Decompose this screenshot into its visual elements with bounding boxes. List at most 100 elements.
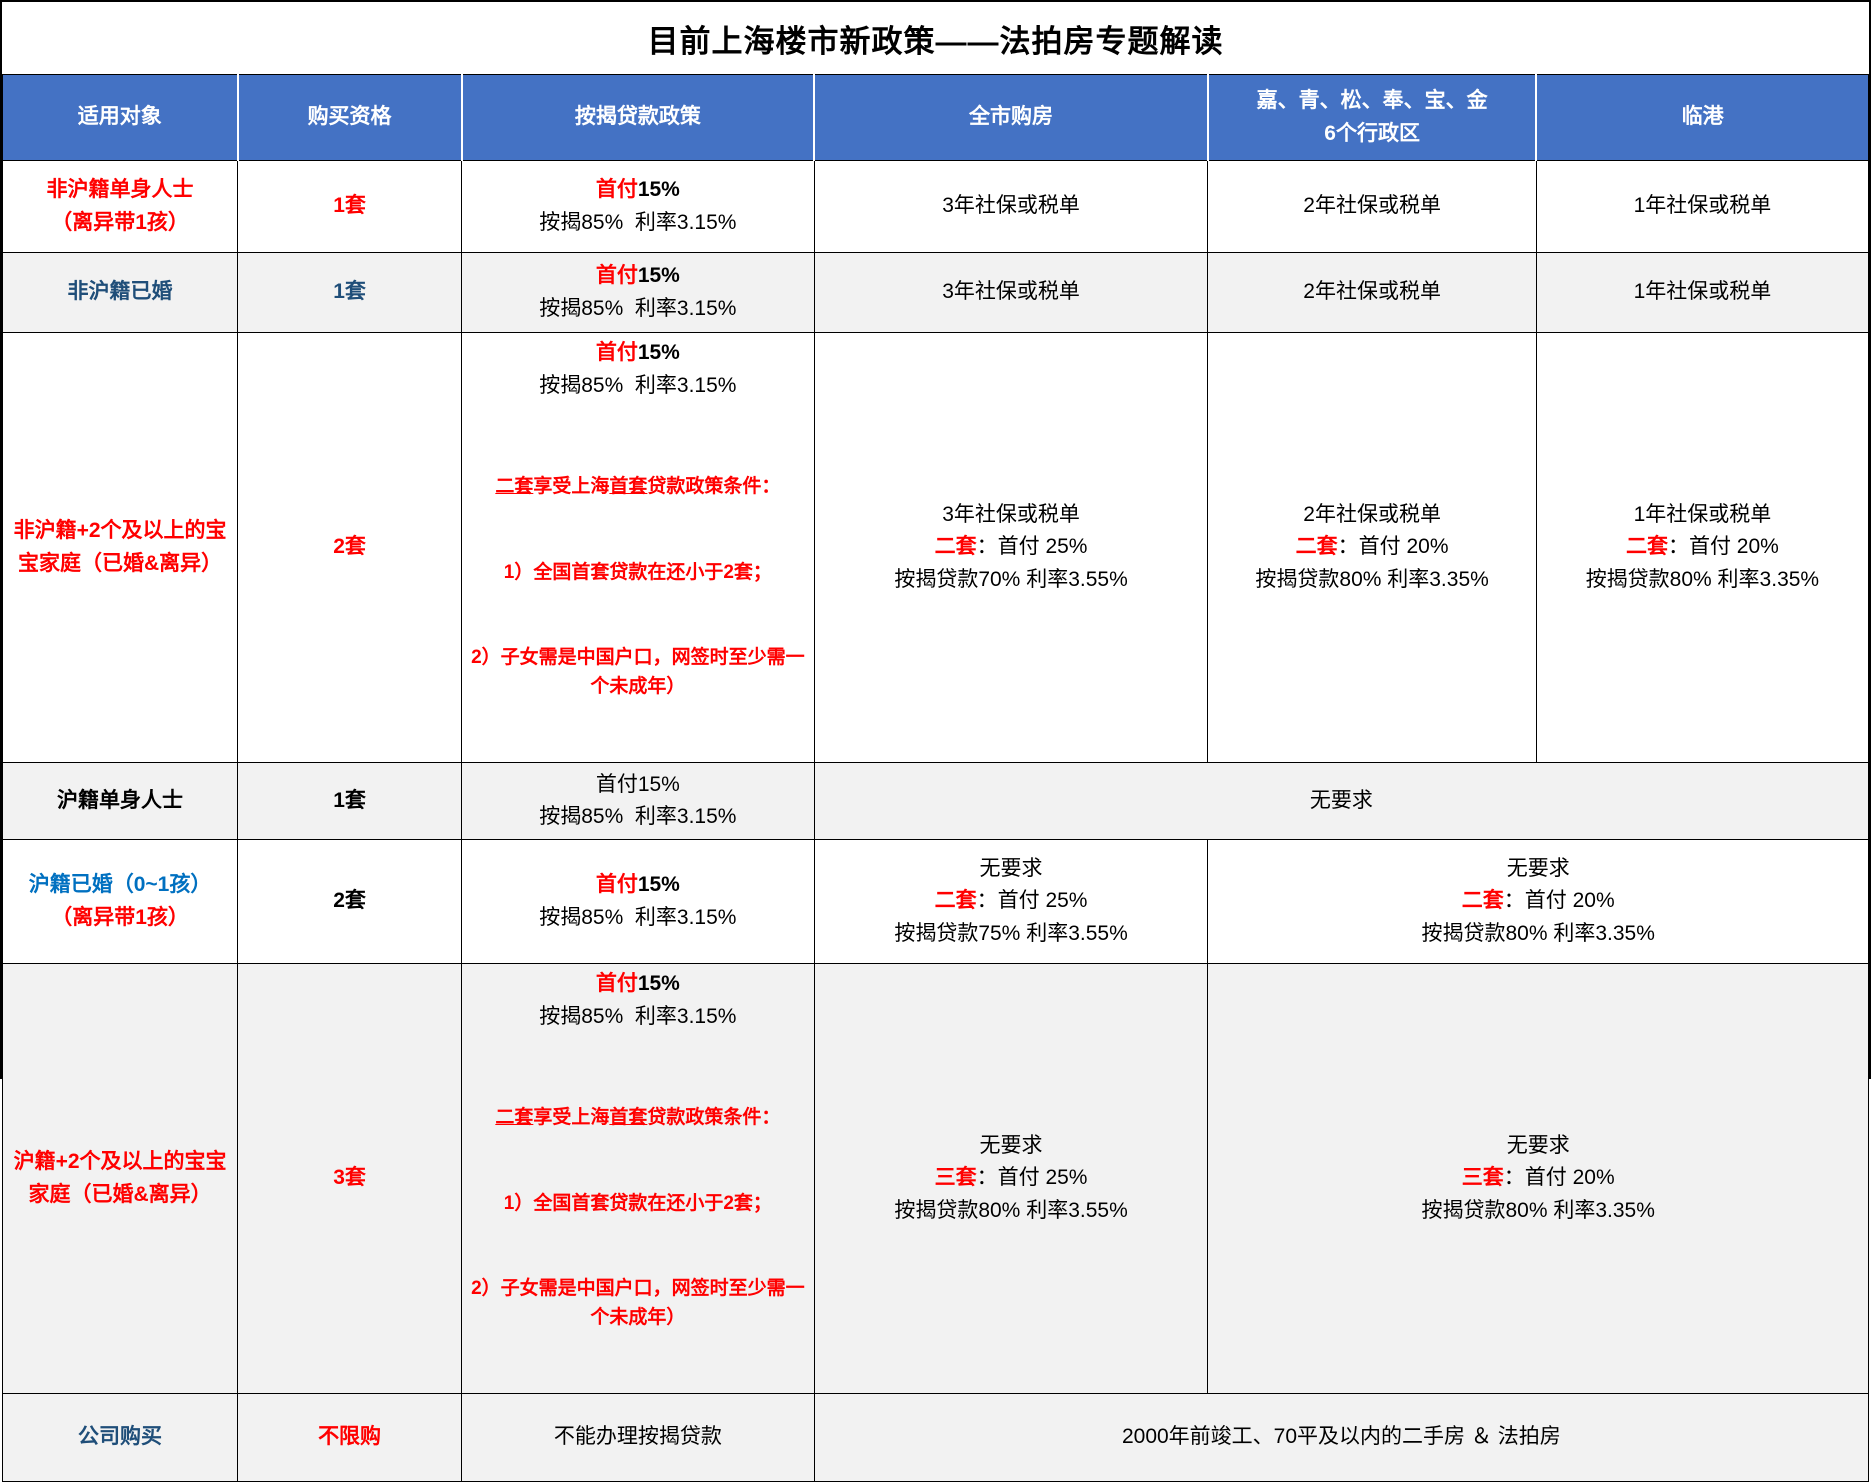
qualification-value: 1套	[333, 194, 366, 218]
third-home-line: 三套：首付 20%	[1461, 1166, 1615, 1190]
six-districts-requirement: 2年社保或税单	[1303, 194, 1441, 218]
target-sublabel: （离异带1孩）	[51, 905, 189, 929]
citywide-rate-line: 按揭贷款80% 利率3.55%	[894, 1198, 1128, 1222]
target-cell: 沪籍单身人士	[1, 762, 239, 841]
six-districts-second-home-line: 二套：首付 20%	[1295, 535, 1449, 559]
row-hukou-married: 沪籍已婚（0~1孩） （离异带1孩） 2套 首付15% 按揭85% 利率3.15…	[1, 839, 1869, 965]
mortgage-rate-line: 按揭85% 利率3.15%	[539, 296, 737, 320]
header-citywide: 全市购房	[813, 74, 1209, 161]
mortgage-rate-line: 按揭85% 利率3.15%	[539, 1004, 737, 1028]
qualification-value: 1套	[333, 280, 366, 304]
citywide-cell: 3年社保或税单	[813, 160, 1209, 253]
citywide-second-home-line: 二套：首付 25%	[934, 889, 1088, 913]
citywide-requirement: 无要求	[979, 856, 1043, 880]
citywide-requirement: 无要求	[979, 1133, 1043, 1157]
header-row: 适用对象 购买资格 按揭贷款政策 全市购房 嘉、青、松、奉、宝、金 6个行政区 …	[1, 74, 1870, 161]
header-six-districts-line2: 6个行政区	[1324, 121, 1420, 145]
mortgage-cell: 首付15% 按揭85% 利率3.15% 二套享受上海首套贷款政策条件： 1）全国…	[461, 963, 815, 1395]
row-hukou-single: 沪籍单身人士 1套 首付15% 按揭85% 利率3.15% 无要求	[1, 762, 1870, 841]
target-label: 沪籍已婚（0~1孩）	[28, 873, 212, 897]
header-lingang-label: 临港	[1681, 105, 1724, 129]
qualification-cell: 1套	[237, 762, 463, 841]
rate-line: 按揭贷款80% 利率3.35%	[1421, 1198, 1655, 1222]
qualification-cell: 3套	[237, 963, 463, 1395]
header-six-districts: 嘉、青、松、奉、宝、金 6个行政区	[1206, 74, 1537, 161]
row-company-purchase: 公司购买 不限购 不能办理按揭贷款 2000年前竣工、70平及以内的二手房 ＆ …	[1, 1393, 1870, 1482]
citywide-requirement: 3年社保或税单	[942, 194, 1080, 218]
row-hukou-families: 沪籍+2个及以上的宝宝家庭（已婚&离异） 3套 首付15% 按揭85% 利率3.…	[1, 963, 1869, 1395]
downpayment-line: 首付15%	[595, 873, 680, 897]
condition-2: 2）子女需是中国户口，网签时至少需一个未成年）	[471, 647, 805, 697]
target-cell: 非沪籍已婚	[1, 252, 239, 333]
target-cell: 沪籍+2个及以上的宝宝家庭（已婚&离异）	[1, 963, 239, 1395]
target-label: 非沪籍已婚	[67, 280, 173, 304]
condition-1: 1）全国首套贷款在还小于2套；	[503, 1192, 772, 1214]
downpayment-line: 首付15%	[595, 972, 680, 996]
header-target: 适用对象	[1, 74, 239, 161]
citywide-rate-line: 按揭贷款75% 利率3.55%	[894, 921, 1128, 945]
requirement-value: 无要求	[1506, 856, 1570, 880]
second-home-conditions: 二套享受上海首套贷款政策条件： 1）全国首套贷款在还小于2套； 2）子女需是中国…	[470, 416, 806, 758]
header-citywide-label: 全市购房	[969, 105, 1054, 129]
condition-heading: 二套享受上海首套贷款政策条件：	[495, 476, 781, 498]
target-label: 非沪籍+2个及以上的宝宝家庭（已婚&离异）	[13, 519, 227, 575]
condition-heading: 二套享受上海首套贷款政策条件：	[495, 1107, 781, 1129]
header-lingang: 临港	[1535, 74, 1870, 161]
mortgage-cell: 首付15% 按揭85% 利率3.15% 二套享受上海首套贷款政策条件： 1）全国…	[461, 331, 815, 764]
requirement-value: 2000年前竣工、70平及以内的二手房 ＆ 法拍房	[1121, 1425, 1561, 1449]
qualification-value: 2套	[333, 889, 366, 913]
row-non-hukou-single: 非沪籍单身人士 （离异带1孩） 1套 首付15% 按揭85% 利率3.15% 3…	[1, 160, 1870, 253]
mortgage-cell: 首付15% 按揭85% 利率3.15%	[461, 762, 815, 841]
merged-requirement-cell: 2000年前竣工、70平及以内的二手房 ＆ 法拍房	[813, 1393, 1870, 1482]
target-label: 公司购买	[78, 1425, 163, 1449]
header-target-label: 适用对象	[77, 105, 162, 129]
citywide-cell: 无要求 二套：首付 25% 按揭贷款75% 利率3.55%	[813, 839, 1209, 965]
mortgage-rate-line: 按揭85% 利率3.15%	[539, 373, 737, 397]
downpayment-line: 首付15%	[595, 341, 680, 364]
target-cell: 沪籍已婚（0~1孩） （离异带1孩）	[1, 839, 239, 965]
mortgage-rate-line: 按揭85% 利率3.15%	[539, 805, 737, 829]
lingang-second-home-line: 二套：首付 20%	[1625, 535, 1779, 559]
mortgage-rate-line: 按揭85% 利率3.15%	[539, 905, 737, 929]
qualification-value: 1套	[333, 788, 366, 812]
second-home-conditions: 二套享受上海首套贷款政策条件： 1）全国首套贷款在还小于2套； 2）子女需是中国…	[470, 1047, 806, 1389]
header-mortgage-policy: 按揭贷款政策	[460, 74, 815, 161]
qualification-value: 不限购	[318, 1425, 382, 1449]
row-non-hukou-married: 非沪籍已婚 1套 首付15% 按揭85% 利率3.15% 3年社保或税单 2年社…	[1, 252, 1870, 333]
citywide-cell: 3年社保或税单 二套：首付 25% 按揭贷款70% 利率3.55%	[813, 331, 1209, 764]
citywide-cell: 无要求 三套：首付 25% 按揭贷款80% 利率3.55%	[813, 963, 1209, 1395]
condition-2: 2）子女需是中国户口，网签时至少需一个未成年）	[471, 1278, 805, 1328]
header-qualification-label: 购买资格	[307, 105, 392, 129]
citywide-second-home-line: 二套：首付 25%	[934, 535, 1088, 559]
six-districts-cell: 2年社保或税单 二套：首付 20% 按揭贷款80% 利率3.35%	[1207, 331, 1537, 764]
qualification-cell: 不限购	[237, 1393, 463, 1482]
lingang-cell: 1年社保或税单	[1535, 252, 1870, 333]
six-districts-requirement: 2年社保或税单	[1303, 502, 1441, 526]
mortgage-cell: 首付15% 按揭85% 利率3.15%	[461, 252, 815, 333]
lingang-cell: 1年社保或税单	[1535, 160, 1870, 253]
merged-requirement-cell: 无要求	[813, 762, 1870, 841]
second-home-line: 二套：首付 20%	[1461, 889, 1615, 913]
policy-table: 适用对象 购买资格 按揭贷款政策 全市购房 嘉、青、松、奉、宝、金 6个行政区 …	[1, 74, 1870, 1482]
header-mortgage-label: 按揭贷款政策	[574, 105, 701, 129]
mortgage-cell: 首付15% 按揭85% 利率3.15%	[461, 839, 815, 965]
lingang-rate-line: 按揭贷款80% 利率3.35%	[1585, 567, 1820, 591]
target-cell: 非沪籍+2个及以上的宝宝家庭（已婚&离异）	[1, 331, 239, 764]
qualification-cell: 1套	[237, 252, 463, 333]
qualification-cell: 2套	[237, 331, 463, 764]
target-label: 沪籍单身人士	[57, 788, 184, 812]
target-label: 非沪籍单身人士	[46, 177, 194, 201]
mortgage-rate-line: 按揭85% 利率3.15%	[539, 210, 737, 234]
downpayment-line: 首付15%	[595, 177, 680, 201]
six-districts-requirement: 2年社保或税单	[1303, 280, 1441, 304]
lingang-cell: 1年社保或税单 二套：首付 20% 按揭贷款80% 利率3.35%	[1535, 331, 1870, 764]
target-label: 沪籍+2个及以上的宝宝家庭（已婚&离异）	[13, 1150, 227, 1206]
qualification-value: 3套	[333, 1166, 366, 1190]
rate-line: 按揭贷款80% 利率3.35%	[1421, 921, 1655, 945]
citywide-requirement: 3年社保或税单	[942, 502, 1080, 526]
page-title: 目前上海楼市新政策——法拍房专题解读	[647, 23, 1224, 59]
six-districts-cell: 2年社保或税单	[1207, 160, 1537, 253]
citywide-third-home-line: 三套：首付 25%	[934, 1166, 1088, 1190]
condition-1: 1）全国首套贷款在还小于2套；	[503, 561, 772, 583]
